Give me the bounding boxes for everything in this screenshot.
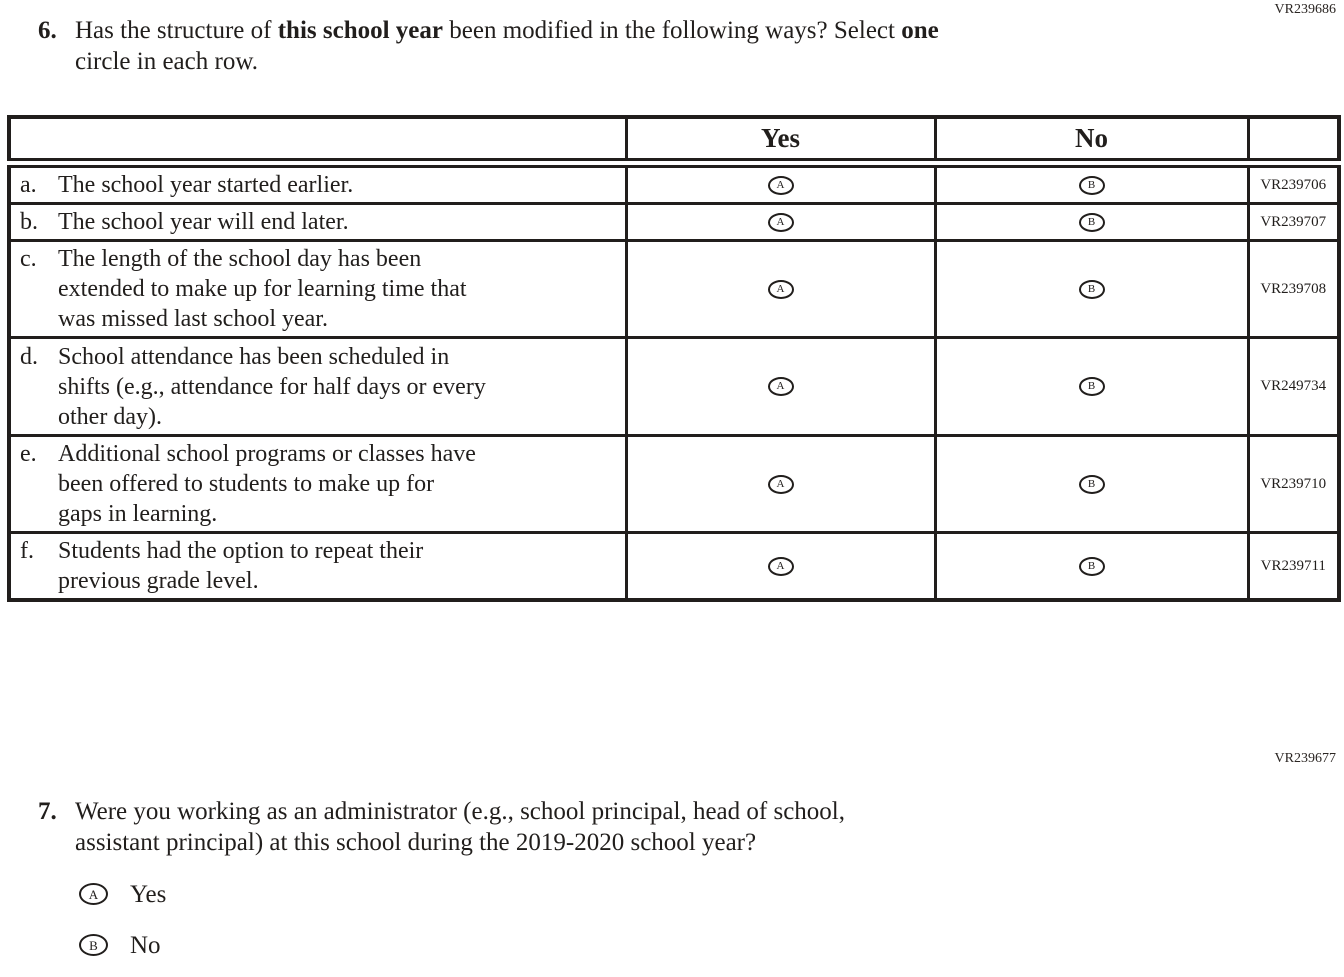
question-6: 6. Has the structure of this school year… <box>38 15 939 77</box>
question-6-text-pre: Has the structure of <box>75 17 278 44</box>
table-header-row: Yes No <box>7 115 1341 168</box>
question-6-text-post: circle in each row. <box>75 48 258 75</box>
question-6-number: 6. <box>38 17 57 44</box>
question-7: 7. Were you working as an administrator … <box>38 796 845 858</box>
row-letter: c. <box>20 246 37 272</box>
row-letter: f. <box>20 538 34 564</box>
row-code: VR239708 <box>1246 239 1341 339</box>
question-6-text-bold-one: one <box>901 17 939 44</box>
option-no-label: No <box>130 931 161 959</box>
option-a-bubble[interactable]: A <box>79 883 108 905</box>
row-code: VR239710 <box>1246 434 1341 534</box>
question-6-text-bold-school-year: this school year <box>277 17 443 44</box>
option-a-bubble[interactable]: A <box>767 474 794 494</box>
option-yes-label: Yes <box>130 880 167 908</box>
option-a-bubble[interactable]: A <box>767 212 794 232</box>
question-7-options: A Yes B No <box>79 879 166 960</box>
row-statement: School attendance has been scheduled in … <box>58 343 486 430</box>
column-header-yes: Yes <box>624 115 937 168</box>
row-statement: The length of the school day has been ex… <box>58 246 467 332</box>
option-b-bubble[interactable]: B <box>79 934 108 956</box>
question-6-text-mid: been modified in the following ways? Sel… <box>443 17 902 44</box>
question-6-vr-code: VR239686 <box>1274 2 1336 17</box>
row-code: VR239706 <box>1246 161 1341 205</box>
row-letter: a. <box>20 172 37 198</box>
row-code: VR249734 <box>1246 336 1341 437</box>
option-no[interactable]: B No <box>79 930 166 960</box>
header-blank-cell <box>7 115 628 168</box>
table-row-e: e. Additional school programs or classes … <box>7 434 1341 534</box>
table-row-b: b. The school year will end later. A B VR… <box>7 202 1341 242</box>
question-6-text: Has the structure of this school year be… <box>75 15 939 77</box>
row-statement: The school year started earlier. <box>58 172 354 198</box>
row-letter: b. <box>20 209 38 235</box>
row-statement: The school year will end later. <box>58 209 349 235</box>
table-row-d: d. School attendance has been scheduled i… <box>7 336 1341 437</box>
row-code: VR239711 <box>1246 531 1341 602</box>
question-7-number: 7. <box>38 798 57 825</box>
option-b-bubble[interactable]: B <box>1078 556 1105 576</box>
option-b-bubble[interactable]: B <box>1078 279 1105 299</box>
table-row-c: c. The length of the school day has been … <box>7 239 1341 339</box>
table-row-f: f. Students had the option to repeat thei… <box>7 531 1341 602</box>
row-letter: e. <box>20 441 37 467</box>
q6-response-table: Yes No a. The school year started earlier… <box>7 115 1341 602</box>
row-statement: Students had the option to repeat their … <box>58 538 424 594</box>
option-b-bubble[interactable]: B <box>1078 377 1105 396</box>
table-row-a: a. The school year started earlier. A B V… <box>7 161 1341 205</box>
row-letter: d. <box>20 343 38 370</box>
option-b-bubble[interactable]: B <box>1078 175 1105 195</box>
header-code-cell <box>1246 115 1341 168</box>
option-yes[interactable]: A Yes <box>79 879 166 909</box>
row-code: VR239707 <box>1246 202 1341 242</box>
question-7-vr-code: VR239677 <box>1274 751 1336 766</box>
option-b-bubble[interactable]: B <box>1078 212 1105 232</box>
option-b-bubble[interactable]: B <box>1078 474 1105 494</box>
question-7-text: Were you working as an administrator (e.… <box>75 798 845 856</box>
column-header-no: No <box>933 115 1250 168</box>
option-a-bubble[interactable]: A <box>767 175 794 195</box>
option-a-bubble[interactable]: A <box>767 279 794 299</box>
option-a-bubble[interactable]: A <box>767 377 794 396</box>
row-statement: Additional school programs or classes ha… <box>58 441 476 527</box>
option-a-bubble[interactable]: A <box>767 556 794 576</box>
